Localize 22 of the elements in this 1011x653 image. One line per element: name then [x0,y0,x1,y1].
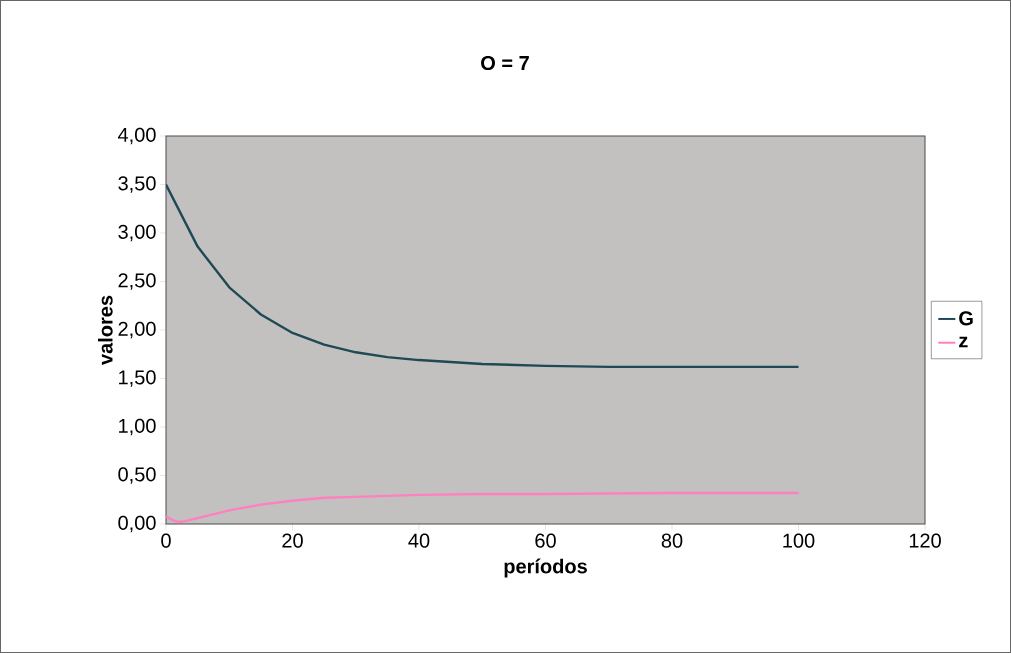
y-tick-label: 1,00 [119,418,156,436]
y-axis-title: valores [97,295,113,365]
y-tick-label: 4,00 [118,127,156,145]
y-tick-label: 0,00 [118,515,156,533]
y-tick-label: 0,50 [118,467,156,484]
x-axis-title: períodos [504,558,587,578]
x-tick-label: 20 [282,533,303,548]
x-tick-label: 100 [783,533,815,548]
y-tick-label: 2,00 [118,321,156,339]
x-tick-label: 120 [909,533,941,548]
x-tick-label: 60 [535,533,556,548]
x-tick-label: 0 [161,533,171,548]
x-tick-label: 80 [661,533,683,548]
chart-title: O = 7 [481,55,529,71]
y-tick-label: 1,50 [119,370,156,387]
legend-label: z [959,336,968,348]
legend-label: G [959,311,973,326]
line-series [166,491,800,524]
y-tick-label: 3,00 [118,224,156,242]
x-tick-label: 40 [408,533,430,548]
y-tick-label: 3,50 [118,176,156,193]
y-tick-label: 2,50 [118,273,156,290]
